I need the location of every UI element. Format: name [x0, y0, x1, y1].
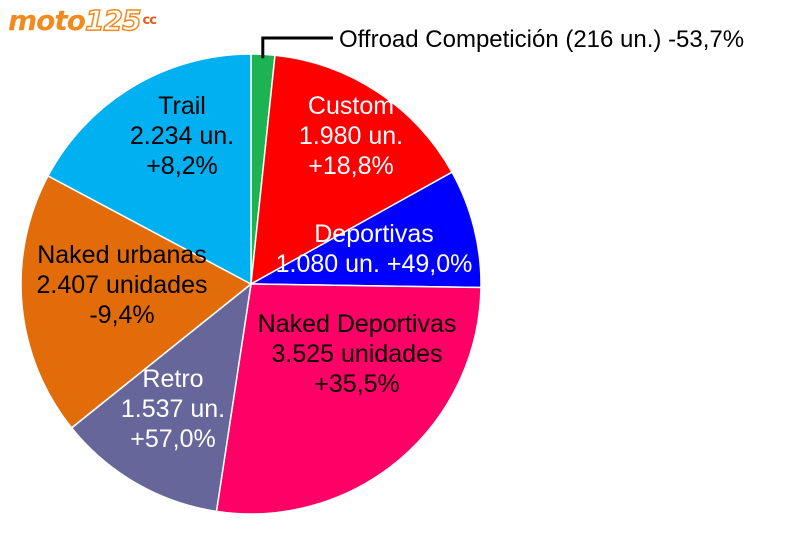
pie-slice-retro — [70, 282, 253, 513]
slice-labels: Offroad Competición (216 un.) -53,7% Cust… — [37, 26, 745, 453]
logo-number: 125 — [84, 3, 142, 38]
slice-label-line: +8,2% — [146, 152, 218, 180]
slice-label-line: Retro — [142, 365, 203, 393]
slice-label-deportivas: Deportivas 1.080 un. +49,0% — [276, 220, 473, 278]
slice-label-naked-deportivas: Naked Deportivas 3.525 unidades +35,5% — [258, 310, 457, 398]
slice-label-line: Naked urbanas — [37, 241, 207, 269]
slice-label-line: 1.080 un. +49,0% — [276, 250, 473, 278]
slice-label-line: 2.234 un. — [130, 122, 234, 150]
pie-slices — [20, 53, 482, 515]
slice-label-line: Trail — [158, 92, 206, 120]
slice-label-line: Naked Deportivas — [258, 310, 457, 338]
slice-label-line: 2.407 unidades — [37, 271, 208, 299]
pie-slice-trail — [46, 53, 252, 286]
slice-label-offroad: Offroad Competición (216 un.) -53,7% — [339, 26, 744, 53]
slice-label-line: +57,0% — [130, 425, 216, 453]
leader-lines — [261, 36, 333, 59]
leader-line — [261, 36, 333, 59]
slice-label-line: 1.537 un. — [121, 395, 225, 423]
logo-text: moto — [8, 4, 86, 37]
slice-label-line: -9,4% — [89, 301, 154, 329]
pie-slice-naked-urbanas — [20, 174, 253, 429]
slice-label-retro: Retro 1.537 un. +57,0% — [121, 365, 225, 453]
slice-label-line: Custom — [308, 92, 394, 120]
slice-label-trail: Trail 2.234 un. +8,2% — [130, 92, 234, 180]
logo-suffix: cc — [142, 13, 157, 28]
slice-label-line: 1.980 un. — [299, 122, 403, 150]
slice-label-line: Deportivas — [314, 220, 434, 248]
moto125-logo: moto125 cc — [8, 3, 157, 38]
slice-label-naked-urbanas: Naked urbanas 2.407 unidades -9,4% — [37, 241, 208, 329]
pie-slice-custom — [250, 54, 454, 286]
slice-label-line: +35,5% — [314, 370, 400, 398]
pie-slice-deportivas — [248, 171, 482, 289]
pie-slice-naked-deportivas — [215, 283, 482, 515]
slice-label-line: 3.525 unidades — [272, 340, 443, 368]
slice-label-custom: Custom 1.980 un. +18,8% — [299, 92, 403, 180]
slice-label-line: +18,8% — [308, 152, 394, 180]
